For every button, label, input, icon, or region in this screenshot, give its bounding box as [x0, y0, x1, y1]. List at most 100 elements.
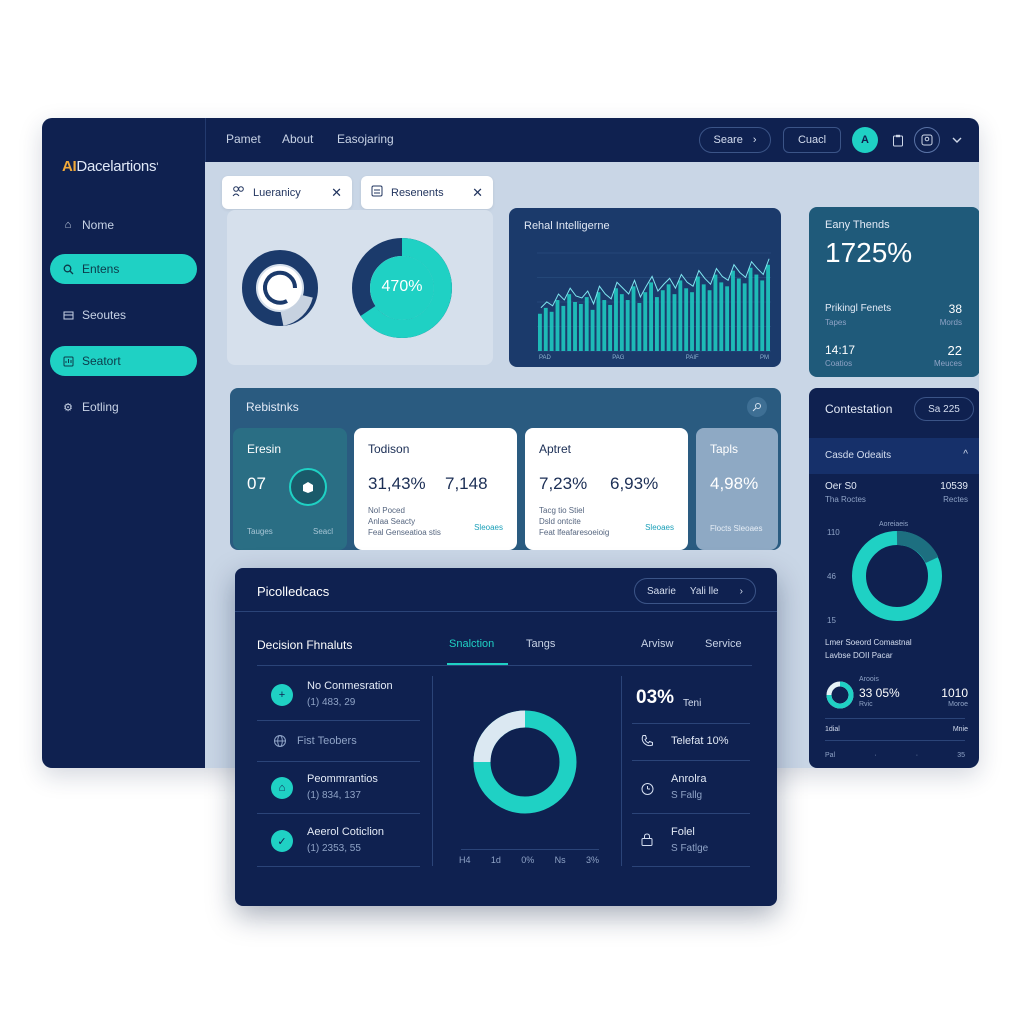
metric-card-detail: Dsld ontcite: [539, 517, 581, 526]
metric-card-detail: Feal Genseatioa stis: [368, 528, 441, 537]
trends-title: Eany Thends: [825, 219, 890, 231]
axis-label: 1d: [490, 855, 501, 865]
divider: [632, 760, 750, 761]
trends-stat-sub: Meuces: [933, 359, 962, 368]
trends-stat-sub: Mords: [939, 318, 962, 327]
row-sub: (1) 834, 137: [307, 790, 361, 801]
logo-text: Dacelartions: [76, 158, 157, 175]
metric-card-footer: Tauges: [247, 527, 273, 536]
section-title: Casde Odeaits: [825, 450, 892, 461]
metric-card[interactable]: Todison 31,43% 7,148 Nol Poced Anlaa Sea…: [354, 428, 517, 550]
chart-bar: [719, 282, 724, 351]
axis-label: Ns: [554, 855, 566, 865]
tab-tangs[interactable]: Tangs: [526, 638, 556, 650]
axis-label: ·: [874, 752, 877, 759]
axis-label: H4: [459, 855, 471, 865]
stat-row-title: Folel: [671, 826, 695, 838]
decision-search[interactable]: Saarie Yali lle ›: [634, 578, 756, 604]
topnav-link[interactable]: Easojaring: [337, 132, 394, 146]
grid-icon: [62, 309, 74, 321]
chart-bar: [684, 288, 689, 351]
row-glyph: +: [278, 689, 286, 701]
decision-donut: [473, 710, 577, 814]
decision-stat: 03%: [636, 687, 675, 708]
topnav-link[interactable]: About: [282, 132, 314, 146]
action-button[interactable]: Cuacl: [783, 127, 841, 153]
plus-icon[interactable]: +: [271, 684, 293, 706]
tab-service[interactable]: Service: [705, 638, 742, 650]
filter-chip[interactable]: Lueranicy ✕: [222, 176, 352, 209]
chart-bar: [643, 292, 648, 351]
metric-card[interactable]: Aptret 7,23% 6,93% Tacg tio Stiel Dsld o…: [525, 428, 688, 550]
check-icon[interactable]: ✓: [271, 830, 293, 852]
rebistnks-panel: Rebistnks Eresin 07 Tauges Seacl Todison…: [230, 388, 781, 550]
chevron-up-icon: ^: [963, 449, 968, 460]
metric-card-value: 7,148: [445, 474, 488, 493]
left-donut: [242, 250, 318, 326]
divider: [235, 611, 777, 612]
sidebar-item-seoutes[interactable]: Seoutes: [50, 300, 197, 330]
home-icon[interactable]: ⌂: [271, 777, 293, 799]
sidebar-item-label: Eotling: [82, 400, 119, 414]
decision-title: Picolledcacs: [257, 584, 330, 599]
metric-card[interactable]: Tapls 4,98% Flocts Sleoaes: [696, 428, 778, 550]
sidebar-item-entens[interactable]: Entens: [50, 254, 197, 284]
chart-bar: [707, 290, 712, 351]
settings-icon: ⚙: [63, 401, 73, 414]
contestation-title: Contestation: [825, 402, 893, 416]
metric-card[interactable]: Eresin 07 Tauges Seacl: [233, 428, 347, 550]
donut-axis-labels: H4 1d 0% Ns 3%: [459, 855, 599, 865]
chart-bar: [555, 300, 560, 351]
topnav-link[interactable]: Pamet: [226, 132, 261, 146]
trends-value: 1725%: [825, 237, 913, 268]
chevron-right-icon: ›: [739, 585, 743, 597]
sidebar-item-seatort[interactable]: Seatort: [50, 346, 197, 376]
search-button[interactable]: Seare ›: [699, 127, 771, 153]
search-value: Yali lle: [689, 585, 719, 597]
close-icon[interactable]: ✕: [331, 184, 342, 200]
decision-panel: Picolledcacs Saarie Yali lle › Decision …: [235, 568, 777, 906]
profile-icon[interactable]: [914, 127, 940, 153]
chevron-right-icon: ›: [752, 134, 757, 146]
y-axis-label: 46: [827, 572, 836, 581]
sidebar-item-home[interactable]: ⌂ Nome: [50, 210, 197, 240]
mini-label: Aroois: [859, 676, 879, 683]
close-icon[interactable]: ✕: [472, 184, 483, 200]
clipboard-icon[interactable]: [887, 129, 909, 151]
contest-axis: Pal · · 35: [825, 752, 965, 759]
intelligence-chart-card: Rehal Intelligerne PAD PAG PAIF PM: [509, 208, 781, 367]
tab-arvisw[interactable]: Arvisw: [641, 638, 674, 650]
y-axis-label: 15: [827, 616, 836, 625]
x-tick-label: PM: [759, 355, 769, 361]
row-glyph: ✓: [277, 835, 287, 848]
avatar[interactable]: A: [852, 127, 878, 153]
chart-bar: [736, 278, 741, 351]
bar-line-chart: [537, 252, 771, 352]
divider: [632, 866, 750, 867]
metric-card-link[interactable]: Sleoaes: [645, 523, 674, 532]
trends-stat: 38: [948, 302, 962, 316]
chart-bar: [543, 307, 548, 351]
stat-row-sub: S Fatlge: [671, 843, 709, 854]
metric-card-value: 6,93%: [610, 474, 659, 493]
chart-bar: [584, 297, 589, 351]
chart-bar: [760, 280, 765, 351]
axis-label: ·: [915, 752, 919, 759]
sidebar-item-label: Seatort: [82, 354, 121, 368]
contestation-badge[interactable]: Sa 225: [914, 397, 974, 421]
chart-bar: [596, 292, 601, 351]
trends-stat-sub: Coatios: [825, 359, 853, 368]
filter-chip[interactable]: Resenents ✕: [361, 176, 493, 209]
vertical-divider: [621, 676, 622, 866]
tab-snalction[interactable]: Snalction: [449, 638, 495, 650]
chart-bar: [754, 274, 759, 351]
sidebar-item-eotling[interactable]: ⚙ Eotling: [50, 392, 197, 422]
metric-card-link[interactable]: Sleoaes: [474, 523, 503, 532]
chevron-down-icon[interactable]: [946, 129, 968, 151]
clock-icon: [640, 781, 655, 801]
pin-icon[interactable]: [747, 397, 767, 417]
section-header[interactable]: Casde Odeaits ^: [809, 438, 979, 474]
home-icon: ⌂: [64, 219, 72, 231]
trends-stat: 22: [947, 343, 962, 358]
axis-label: 3%: [585, 855, 599, 865]
